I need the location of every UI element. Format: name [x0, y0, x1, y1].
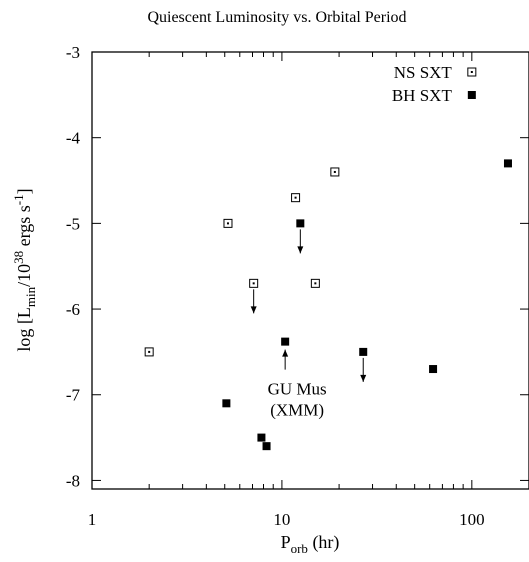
y-tick-label: -8: [66, 471, 80, 490]
y-axis-label-superscript-2: -1: [11, 194, 26, 205]
y-tick-label: -6: [66, 300, 80, 319]
y-tick-label: -7: [66, 386, 81, 405]
x-axis-label: Porb (hr): [281, 532, 340, 556]
y-axis-ticks: -3 -4 -5 -6 -7 -8: [66, 43, 529, 490]
x-tick-label: 10: [273, 510, 290, 529]
ns-sxt-point-dot: [148, 350, 151, 353]
ns-sxt-point-dot: [252, 282, 255, 285]
plot-area-frame: [91, 51, 529, 490]
y-axis-label-subscript: min: [23, 286, 38, 307]
bh-sxt-point: [359, 347, 368, 356]
y-axis-label-superscript-1: 38: [11, 251, 26, 264]
annotation-label: (XMM): [270, 401, 324, 420]
ns-sxt-point-dot: [333, 170, 336, 173]
x-tick-label: 1: [88, 510, 97, 529]
ns-sxt-point-dot: [314, 282, 317, 285]
bh-sxt-point: [222, 399, 231, 408]
x-axis-label-subscript: orb: [291, 541, 308, 556]
annotations: GU Mus (XMM): [268, 380, 327, 420]
legend: NS SXT BH SXT: [392, 63, 477, 105]
limit-arrow-head: [250, 306, 257, 314]
legend-label: NS SXT: [394, 63, 453, 82]
legend-marker: [467, 91, 476, 99]
bh-sxt-point: [429, 365, 438, 374]
x-axis-label-main: P: [281, 532, 291, 552]
ns-sxt-point-dot: [294, 196, 297, 199]
bh-sxt-point: [503, 159, 512, 168]
x-axis-ticks: 1 10 100: [88, 52, 529, 529]
chart-title: Quiescent Luminosity vs. Orbital Period: [147, 9, 406, 26]
limit-arrow-head: [282, 349, 289, 357]
data-points: [144, 159, 512, 451]
limit-arrow-head: [360, 374, 367, 382]
y-axis-label-end: ]: [14, 188, 34, 194]
x-tick-label: 100: [459, 510, 485, 529]
y-tick-label: -5: [66, 214, 80, 233]
legend-marker-dot: [470, 71, 473, 73]
y-axis-label-mid: /10: [14, 264, 34, 287]
y-tick-label: -4: [66, 129, 81, 148]
bh-sxt-point: [281, 337, 290, 346]
limit-arrow-head: [297, 246, 304, 254]
x-axis-label-unit: (hr): [308, 532, 339, 553]
y-axis-label-post: ergs s: [14, 205, 34, 251]
bh-sxt-point: [262, 442, 271, 451]
y-axis-label: log [Lmin/1038 ergs s-1]: [11, 188, 38, 351]
bh-sxt-point: [257, 433, 266, 442]
y-axis-label-pre: log [L: [14, 307, 34, 352]
bh-sxt-point: [296, 219, 305, 228]
legend-label: BH SXT: [392, 86, 453, 105]
ns-sxt-point-dot: [226, 222, 229, 225]
y-tick-label: -3: [66, 43, 80, 62]
annotation-label: GU Mus: [268, 380, 327, 399]
